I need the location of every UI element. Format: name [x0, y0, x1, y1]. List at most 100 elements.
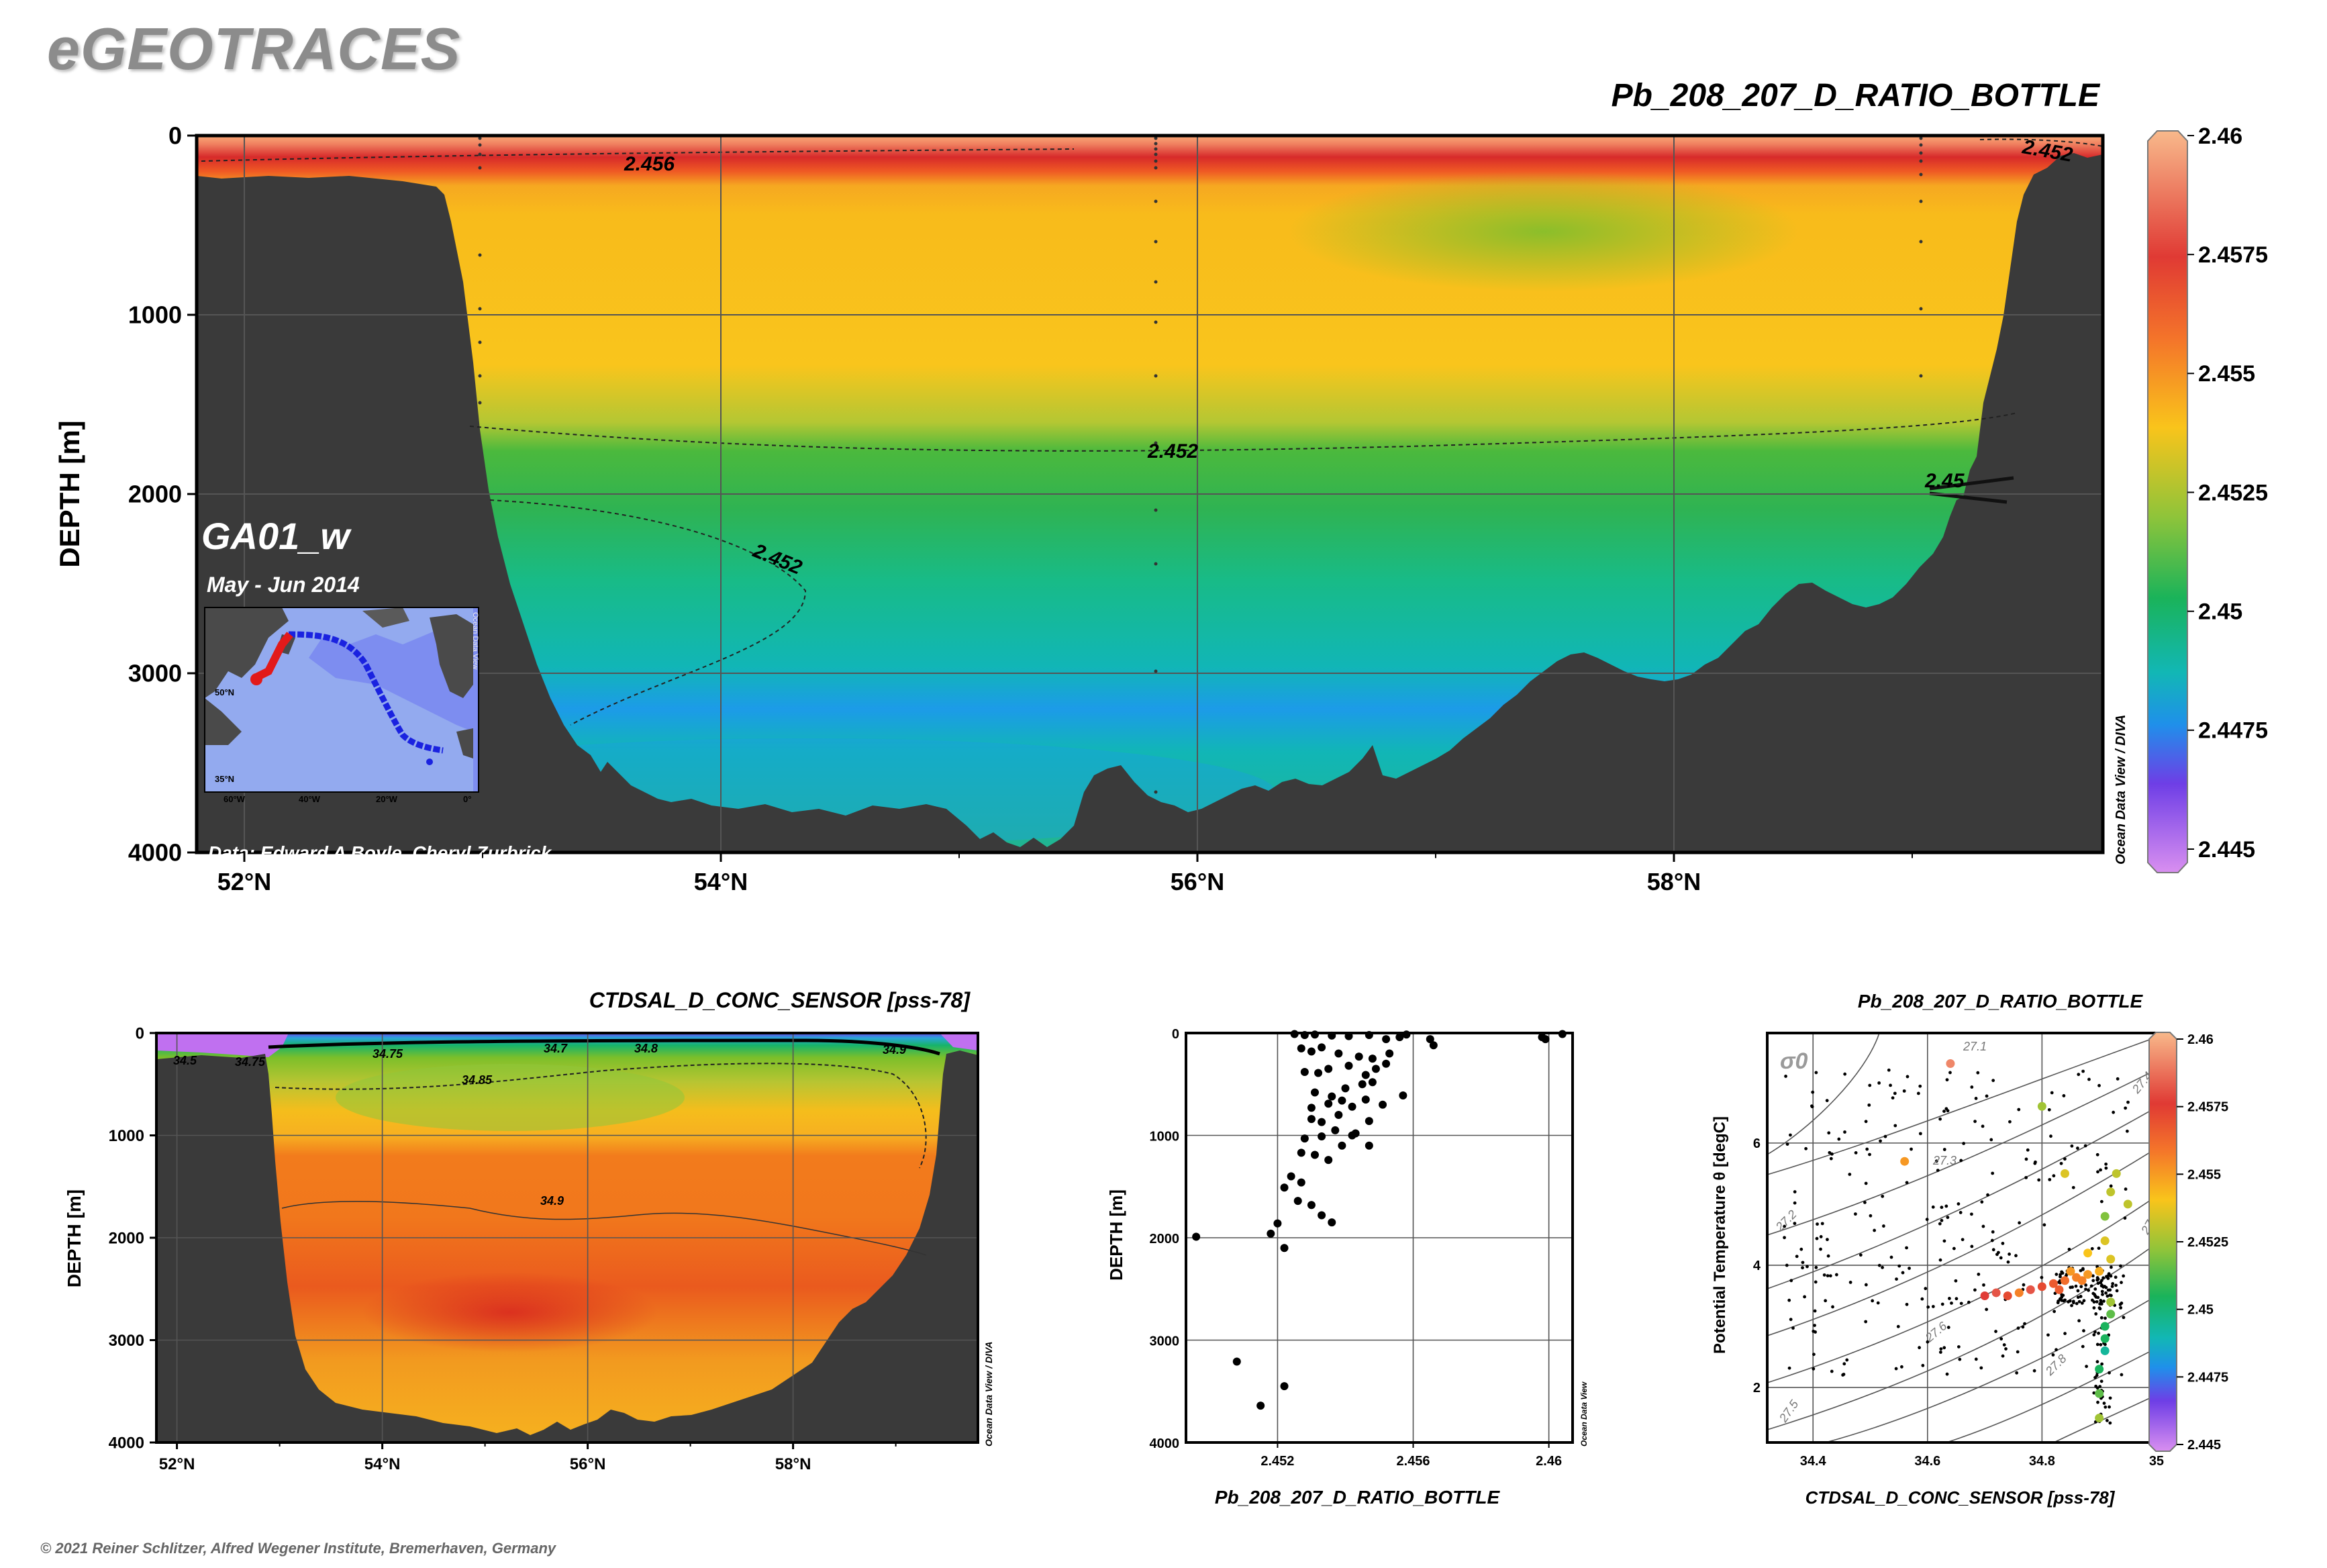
ts-observation	[1931, 1205, 1935, 1209]
ts-observation	[2081, 1344, 2085, 1349]
ts-observation	[2069, 1285, 2073, 1289]
ts-observation	[2063, 1157, 2067, 1161]
ts-observation	[2052, 1310, 2057, 1314]
y-tick-label: 1000	[128, 301, 182, 329]
ts-observation	[2096, 1170, 2099, 1174]
iso-label-275: 27.5	[1776, 1397, 1801, 1425]
ts-observation	[1843, 1072, 1847, 1076]
ts-observation	[2095, 1153, 2099, 1157]
map-lon-40w: 40°W	[299, 794, 321, 804]
ts-observation	[1810, 1104, 1814, 1108]
ts-observation	[2096, 1295, 2100, 1300]
ts-observation	[2077, 1073, 2081, 1077]
colorbar-tick-label: 2.445	[2198, 837, 2255, 863]
sal-contour-3475-left: 34.75	[235, 1055, 266, 1069]
scatter-point	[1307, 1201, 1316, 1210]
ts-observation	[1910, 1147, 1913, 1151]
scatter-point	[1318, 1118, 1326, 1126]
colorbar-tick-label: 2.455	[2198, 361, 2255, 387]
ts-observation	[1784, 1075, 1787, 1078]
ts-observation	[2099, 1199, 2103, 1204]
ts-colored-point	[2095, 1365, 2104, 1374]
ts-observation	[2037, 1178, 2041, 1182]
ts-observation	[1813, 1309, 1817, 1313]
ts-observation	[1946, 1326, 1950, 1329]
colorbar-tick-label: 2.45	[2187, 1303, 2214, 1318]
main-y-axis-label: DEPTH [m]	[54, 420, 85, 567]
ts-observation	[2100, 1362, 2104, 1366]
section-period: May - Jun 2014	[207, 573, 360, 597]
ts-colored-point	[2100, 1334, 2110, 1343]
scatter-point	[1382, 1059, 1391, 1068]
x-tick-label: 56°N	[1171, 868, 1224, 895]
scatter-point	[1341, 1084, 1350, 1093]
ts-observation	[2063, 1298, 2067, 1302]
ts-observation	[2110, 1265, 2113, 1269]
ts-observation	[1905, 1246, 1908, 1250]
ts-observation	[2095, 1300, 2099, 1304]
ts-y-tick-label: 2	[1753, 1381, 1761, 1395]
ts-observation	[1974, 1357, 1978, 1361]
ts-colored-point	[2048, 1279, 2058, 1288]
scatter-point	[1351, 1129, 1360, 1138]
ts-observation	[1938, 1222, 1942, 1226]
ts-observation	[2061, 1271, 2065, 1275]
map-lon-0: 0°	[463, 794, 471, 804]
ts-observation	[1926, 1305, 1930, 1309]
ts-observation	[2074, 1284, 2078, 1288]
ts-observation	[1981, 1224, 1985, 1228]
ts-observation	[1873, 1228, 1877, 1232]
ts-colored-point	[2100, 1236, 2110, 1246]
ts-observation	[1980, 1200, 1984, 1204]
ts-observation	[2122, 1274, 2126, 1278]
ts-observation	[2076, 1295, 2080, 1300]
x-tick-label: 54°N	[364, 1455, 401, 1473]
ts-colorbar-shape	[2148, 1032, 2177, 1452]
ts-observation	[2024, 1157, 2028, 1161]
ts-observation	[1940, 1302, 1944, 1306]
ts-observation	[1931, 1305, 1935, 1308]
ts-observation	[1793, 1201, 1797, 1205]
ts-observation	[1959, 1159, 1963, 1163]
ts-observation	[1864, 1283, 1868, 1287]
scatter-x-tick-label: 2.456	[1396, 1454, 1430, 1469]
iso-label-273: 27.3	[1932, 1154, 1957, 1167]
ts-observation	[1940, 1206, 1944, 1210]
ts-observation	[2125, 1129, 2129, 1133]
ts-observation	[1990, 1238, 1994, 1242]
y-tick-label: 4000	[109, 1434, 144, 1452]
ts-observation	[1889, 1083, 1892, 1087]
ts-observation	[1944, 1204, 1948, 1208]
main-title: Pb_208_207_D_RATIO_BOTTLE	[1612, 78, 2101, 113]
ts-observation	[1999, 1256, 2003, 1260]
ts-observation	[2120, 1373, 2124, 1377]
ts-observation	[2082, 1329, 2085, 1332]
ts-observation	[1925, 1218, 1929, 1222]
ts-observation	[1822, 1273, 1826, 1277]
ts-observation	[1827, 1131, 1831, 1135]
scatter-point	[1280, 1183, 1289, 1192]
ts-observation	[2060, 1298, 2063, 1302]
ts-observation	[1824, 1299, 1828, 1303]
y-tick-label: 3000	[128, 660, 182, 687]
ts-observation	[1921, 1363, 1925, 1367]
ts-observation	[1868, 1153, 1871, 1157]
ts-observation	[1825, 1099, 1829, 1103]
ts-observation	[1881, 1194, 1885, 1198]
ts-observation	[2070, 1304, 2073, 1308]
scatter-point	[1395, 1033, 1404, 1042]
ts-observation	[1991, 1079, 1995, 1083]
scatter-point	[1361, 1095, 1370, 1104]
ts-observation	[1848, 1281, 1852, 1284]
colorbar-tick-label: 2.46	[2198, 124, 2242, 149]
ts-observation	[2014, 1254, 2018, 1258]
ts-observation	[2090, 1246, 2094, 1251]
ts-colored-point	[2123, 1199, 2132, 1209]
ts-observation	[2067, 1300, 2071, 1304]
sal-contour-3475: 34.75	[373, 1047, 403, 1061]
ts-observation	[2099, 1316, 2103, 1320]
ts-observation	[2105, 1418, 2109, 1422]
scatter-point	[1307, 1104, 1316, 1112]
ts-observation	[1811, 1090, 1815, 1094]
ts-observation	[1918, 1132, 1922, 1136]
